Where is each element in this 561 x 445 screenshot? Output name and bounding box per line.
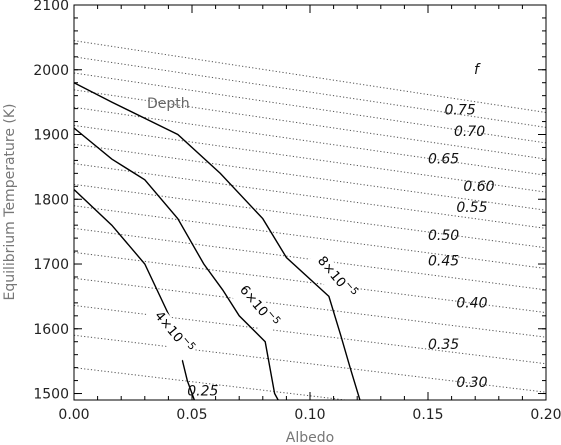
f-line [74,124,546,193]
f-line-label: 0.35 [428,337,459,353]
f-line [74,143,546,211]
y-axis-label: Equilibrium Temperature (K) [2,103,18,300]
f-line [74,251,546,314]
f-line-label: 0.65 [428,152,459,168]
y-tick-label: 2100 [33,0,69,14]
f-line [74,183,546,249]
y-tick-label: 1500 [33,387,69,403]
y-tick-label: 1700 [33,257,69,273]
f-line-label: 0.75 [445,102,476,118]
y-tick-label: 1900 [33,128,69,144]
f-line-label: 0.40 [456,295,487,311]
y-axis: 1500 1600 1700 1800 1900 2000 2100 [33,0,546,403]
depth-contour [74,188,196,400]
depth-contour-group [74,82,361,400]
f-line [74,106,546,176]
f-line-label: 0.45 [428,253,459,269]
f-line [74,277,546,338]
f-line-label: 0.55 [456,200,487,216]
f-line [74,89,546,160]
f-line-label: 0.50 [428,228,459,244]
f-line [74,40,546,113]
f-line [74,205,546,270]
x-tick-label: 0.00 [58,407,89,423]
y-tick-label: 2000 [33,63,69,79]
x-axis-label: Albedo [286,430,334,445]
f-label-group: 0.25 0.30 0.35 0.40 0.45 0.50 0.55 0.600.65 0.70… [187,102,494,399]
x-tick-label: 0.05 [176,407,207,423]
f-line-label: 0.70 [454,124,485,140]
f-line [74,72,546,144]
f-line [74,227,546,291]
f-line [74,304,546,365]
x-axis: 0.00 0.05 0.10 0.15 0.20 [58,5,561,423]
x-tick-label: 0.10 [294,407,325,423]
depth-label-backdrop [227,277,282,337]
f-line [74,367,350,400]
y-tick-label: 1800 [33,192,69,208]
x-tick-label: 0.15 [412,407,443,423]
f-line-label: 0.60 [463,179,494,195]
f-line [74,56,546,128]
f-line-label: 0.30 [456,375,487,391]
f-header-label: f [474,62,481,78]
depth-label-backdrop [305,248,360,308]
f-line [74,334,546,393]
f-line-label: 0.25 [187,383,218,399]
x-tick-label: 0.20 [530,407,561,423]
depth-contour [74,127,279,400]
depth-contour [74,82,361,400]
depth-label-backdrop [142,303,197,363]
f-line [74,163,546,229]
y-tick-label: 1600 [33,322,69,338]
depth-header-label: Depth [147,96,190,112]
